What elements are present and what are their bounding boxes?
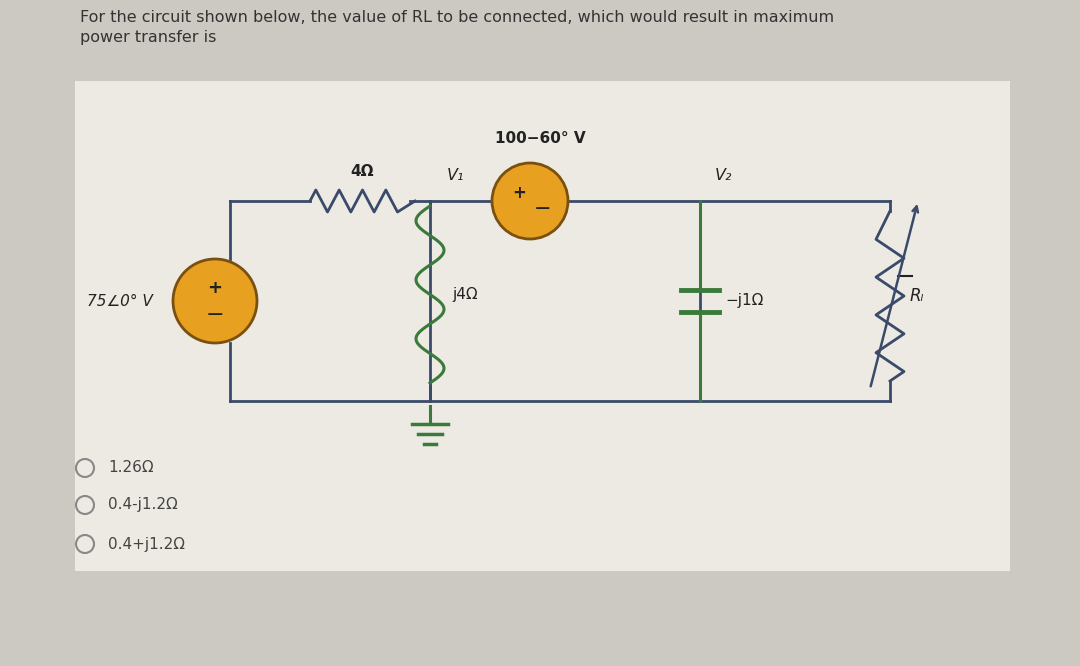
- Text: −: −: [205, 305, 225, 325]
- Text: +: +: [207, 279, 222, 297]
- Text: 75∠0° V: 75∠0° V: [87, 294, 153, 308]
- FancyBboxPatch shape: [75, 81, 1010, 571]
- Text: j4Ω: j4Ω: [453, 287, 477, 302]
- Text: For the circuit shown below, the value of RL to be connected, which would result: For the circuit shown below, the value o…: [80, 10, 834, 25]
- Circle shape: [173, 259, 257, 343]
- Text: 4Ω: 4Ω: [350, 164, 374, 179]
- Text: 0.4-j1.2Ω: 0.4-j1.2Ω: [108, 498, 178, 513]
- Text: V₁: V₁: [446, 168, 463, 183]
- Text: −j1Ω: −j1Ω: [725, 294, 764, 308]
- Text: 100−60° V: 100−60° V: [495, 131, 585, 146]
- Text: +: +: [512, 184, 526, 202]
- Circle shape: [492, 163, 568, 239]
- Text: 1.26Ω: 1.26Ω: [108, 460, 153, 476]
- Text: Rₗ: Rₗ: [910, 287, 924, 305]
- Text: −: −: [535, 199, 552, 219]
- Text: V₂: V₂: [715, 168, 732, 183]
- Text: 0.4+j1.2Ω: 0.4+j1.2Ω: [108, 537, 185, 551]
- Text: power transfer is: power transfer is: [80, 30, 216, 45]
